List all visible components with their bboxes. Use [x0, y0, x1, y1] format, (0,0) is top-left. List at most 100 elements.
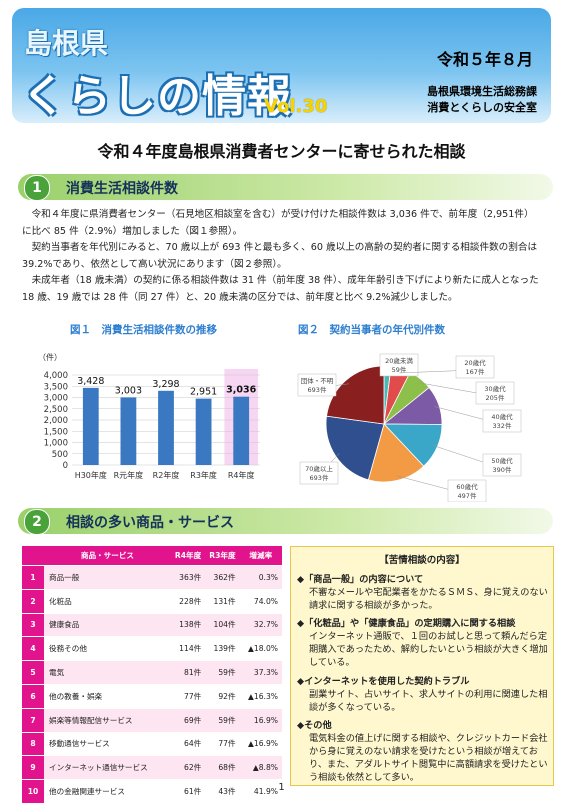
pie-label-value: 59件: [392, 365, 407, 374]
box-item-heading: ◆インターネットを使用した契約トラブル: [297, 676, 470, 687]
pie-label-box: [455, 355, 495, 379]
pie-label-category: 40歳代: [491, 412, 513, 421]
rank-cell: 4: [22, 636, 44, 662]
pie-label-category: 30歳代: [484, 384, 506, 393]
r3-cell: 77件: [205, 732, 240, 757]
r4-cell: 114件: [170, 636, 206, 662]
service-cell: 移動通信サービス: [44, 732, 171, 757]
pie-label-box: [482, 453, 522, 477]
rate-cell: ▲16.9%: [239, 732, 282, 757]
bar-value-label: 3,003: [115, 385, 142, 396]
table-row: 7 娯楽等情報配信サービス 69件 59件 16.9%: [22, 708, 282, 733]
rank-cell: 3: [22, 613, 44, 638]
volume-number: Vol.30: [264, 96, 328, 117]
box-item: ◆「化粧品」や「健康食品」の定期購入に関する相談 インターネット通販で、１回のお…: [297, 617, 549, 669]
table-row: 5 電気 81件 59件 37.3%: [22, 660, 282, 685]
pie-label-category: 60歳代: [456, 482, 478, 491]
service-cell: 健康食品: [44, 613, 171, 638]
table-row: 8 移動通信サービス 64件 77件 ▲16.9%: [22, 732, 282, 757]
section-1-title: 消費生活相談件数: [66, 181, 178, 197]
header-banner: 島根県 くらしの情報 Vol.30 令和５年８月 島根県環境生活総務課 消費とく…: [12, 8, 551, 123]
issue-date: 令和５年８月: [436, 50, 533, 69]
box-item-heading: ◆その他: [297, 720, 332, 731]
y-tick-label: 1,500: [44, 427, 68, 437]
bar-value-label: 3,298: [152, 379, 179, 390]
r3-cell: 68件: [205, 755, 240, 781]
pie-label-category: 70歳以上: [305, 464, 333, 473]
service-cell: 娯楽等情報配信サービス: [44, 708, 171, 733]
bar: [82, 387, 99, 465]
header-r4: R4年度: [170, 546, 206, 566]
header-rank: [22, 546, 44, 566]
bar-value-label: 2,951: [190, 387, 217, 398]
r4-cell: 69件: [170, 708, 206, 733]
rank-cell: 9: [22, 755, 44, 781]
rate-cell: ▲16.3%: [239, 684, 282, 709]
rate-cell: 74.0%: [239, 589, 282, 614]
pie-label-box: [379, 353, 419, 377]
r3-cell: 92件: [205, 684, 240, 709]
header-r3: R3年度: [205, 546, 240, 566]
table-row: 1 商品一般 363件 362件 0.3%: [22, 565, 282, 590]
complaint-content-box: 【苦情相談の内容】 ◆「商品一般」の内容について 不審なメールや宅配業者をかたる…: [290, 546, 554, 786]
pie-label-box: [475, 381, 515, 405]
r4-cell: 62件: [170, 755, 206, 781]
figure-2-caption: 図２ 契約当事者の年代別件数: [298, 324, 445, 336]
pie-label-category: 団体・不明: [301, 376, 334, 385]
rate-cell: 0.3%: [239, 565, 282, 590]
department-line-2: 消費とくらしの安全室: [427, 101, 537, 114]
y-tick-label: 2,000: [44, 416, 68, 426]
r3-cell: 362件: [205, 565, 240, 590]
y-tick-label: 500: [52, 450, 68, 460]
r4-cell: 363件: [170, 565, 206, 590]
table-row: 9 インターネット通信サービス 62件 68件 ▲8.8%: [22, 755, 282, 781]
x-tick-label: R4年度: [228, 470, 255, 480]
box-item-detail: 電気料金の値上げに関する相談や、クレジットカード会社から身に覚えのない請求を受け…: [309, 733, 548, 783]
rate-cell: 16.9%: [239, 708, 282, 733]
box-item-detail: 不審なメールや宅配業者をかたるＳＭＳ、身に覚えのない請求に関する相談が多かった。: [309, 587, 548, 611]
box-item-heading: ◆「商品一般」の内容について: [297, 574, 424, 585]
paragraph-1: 令和４年度に県消費者センター（石見地区相談室を含む）が受け付けた相談件数は 3,…: [22, 209, 534, 237]
pie-slice: [326, 365, 385, 425]
table-row: 4 役務その他 114件 139件 ▲18.0%: [22, 636, 282, 662]
y-tick-label: 4,000: [44, 371, 68, 381]
header-service: 商品・サービス: [44, 546, 171, 566]
rate-cell: ▲18.0%: [239, 636, 282, 662]
services-table: 商品・サービス R4年度 R3年度 増減率 1 商品一般 363件 362件 0.3% 2…: [22, 546, 282, 804]
y-tick-label: 1,000: [44, 439, 68, 449]
header-rate: 増減率: [239, 546, 282, 566]
pie-label-value: 693件: [310, 473, 329, 482]
rank-cell: 8: [22, 732, 44, 757]
service-cell: 電気: [44, 660, 171, 685]
pie-label-box: [482, 409, 522, 433]
table-row: 6 他の教養・娯楽 77件 92件 ▲16.3%: [22, 684, 282, 709]
table-row: 3 健康食品 138件 104件 32.7%: [22, 613, 282, 638]
table-header-row: 商品・サービス R4年度 R3年度 増減率: [22, 546, 282, 566]
r3-cell: 139件: [205, 636, 240, 662]
department: 島根県環境生活総務課 消費とくらしの安全室: [427, 84, 537, 116]
pie-label-value: 390件: [493, 465, 512, 474]
section-1-header: 1 消費生活相談件数: [18, 174, 553, 201]
section-2-title: 相談の多い商品・サービス: [66, 515, 234, 531]
bar-value-label: 3,036: [226, 385, 256, 396]
box-item: ◆インターネットを使用した契約トラブル 副業サイト、占いサイト、求人サイトの利用…: [297, 675, 549, 714]
y-tick-label: 0: [63, 461, 68, 471]
figure-1-caption: 図１ 消費生活相談件数の推移: [70, 324, 217, 336]
box-item: ◆「商品一般」の内容について 不審なメールや宅配業者をかたるＳＭＳ、身に覚えのな…: [297, 573, 549, 612]
rate-cell: 37.3%: [239, 660, 282, 685]
section-2-header: 2 相談の多い商品・サービス: [18, 508, 553, 535]
rank-cell: 5: [22, 660, 44, 685]
r4-cell: 81件: [170, 660, 206, 685]
box-item-detail: インターネット通販で、１回のお試しと思って頼んだら定期購入であったため、解約した…: [309, 631, 548, 668]
section-2-number: 2: [24, 509, 50, 535]
page-number: 1: [278, 782, 285, 793]
pie-label-value: 332件: [493, 421, 512, 430]
pie-label-value: 205件: [486, 393, 505, 402]
rank-cell: 1: [22, 565, 44, 590]
r3-cell: 131件: [205, 589, 240, 614]
rank-cell: 6: [22, 684, 44, 709]
r4-cell: 64件: [170, 732, 206, 757]
table-row: 2 化粧品 228件 131件 74.0%: [22, 589, 282, 614]
rank-cell: 2: [22, 589, 44, 614]
